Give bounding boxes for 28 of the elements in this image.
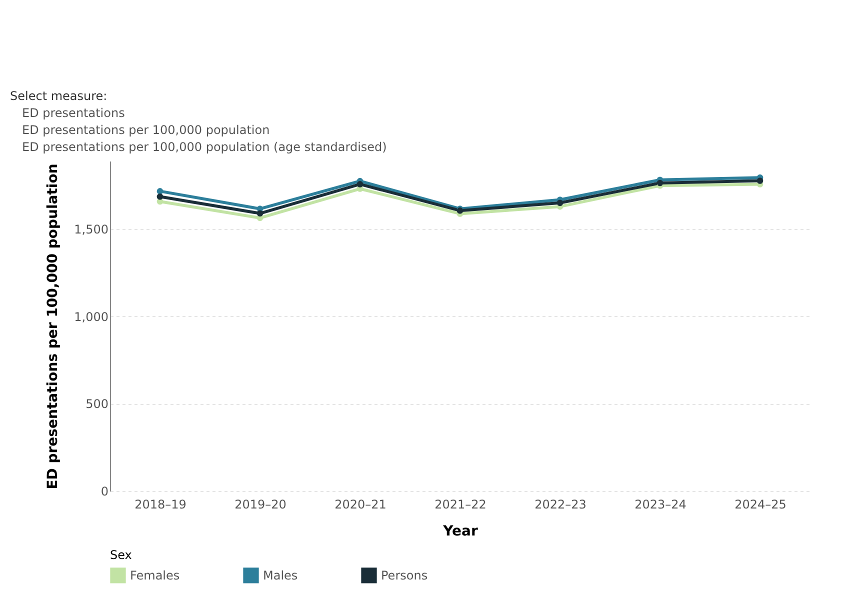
x-tick-label: 2023–24 xyxy=(634,498,686,512)
point xyxy=(356,181,364,188)
text: ED presentations per 100,000 population xyxy=(22,123,270,137)
x-tick-label: 2021–22 xyxy=(434,498,486,512)
x-tick-label: 2020–21 xyxy=(334,498,386,512)
x-tick-label: 2019–20 xyxy=(234,498,286,512)
y-axis-title: ED presentations per 100,000 population xyxy=(45,164,62,490)
point xyxy=(156,188,164,194)
point xyxy=(156,193,164,200)
x-tick-label: 2022–23 xyxy=(534,498,586,512)
legend-title: Sex xyxy=(110,548,132,562)
point xyxy=(256,210,264,217)
point xyxy=(756,178,764,184)
text: ED presentations xyxy=(22,106,125,120)
y-tick-label: 500 xyxy=(86,397,108,412)
x-axis-title: Year xyxy=(442,524,478,540)
text: Select measure: xyxy=(10,89,108,103)
legend-label: Persons xyxy=(381,568,428,582)
x-tick-label: 2018–19 xyxy=(134,498,186,512)
x-tick-label: 2024–25 xyxy=(734,498,786,512)
legend-label: Males xyxy=(263,568,298,582)
text: ED presentations per 100,000 population (age standardised) xyxy=(22,140,387,154)
y-tick-label: 1,500 xyxy=(74,222,108,237)
legend-label: Females xyxy=(130,568,180,582)
point xyxy=(556,200,564,206)
y-tick-label: 0 xyxy=(100,484,108,498)
y-tick-label: 1,000 xyxy=(74,310,108,324)
point xyxy=(656,180,664,186)
